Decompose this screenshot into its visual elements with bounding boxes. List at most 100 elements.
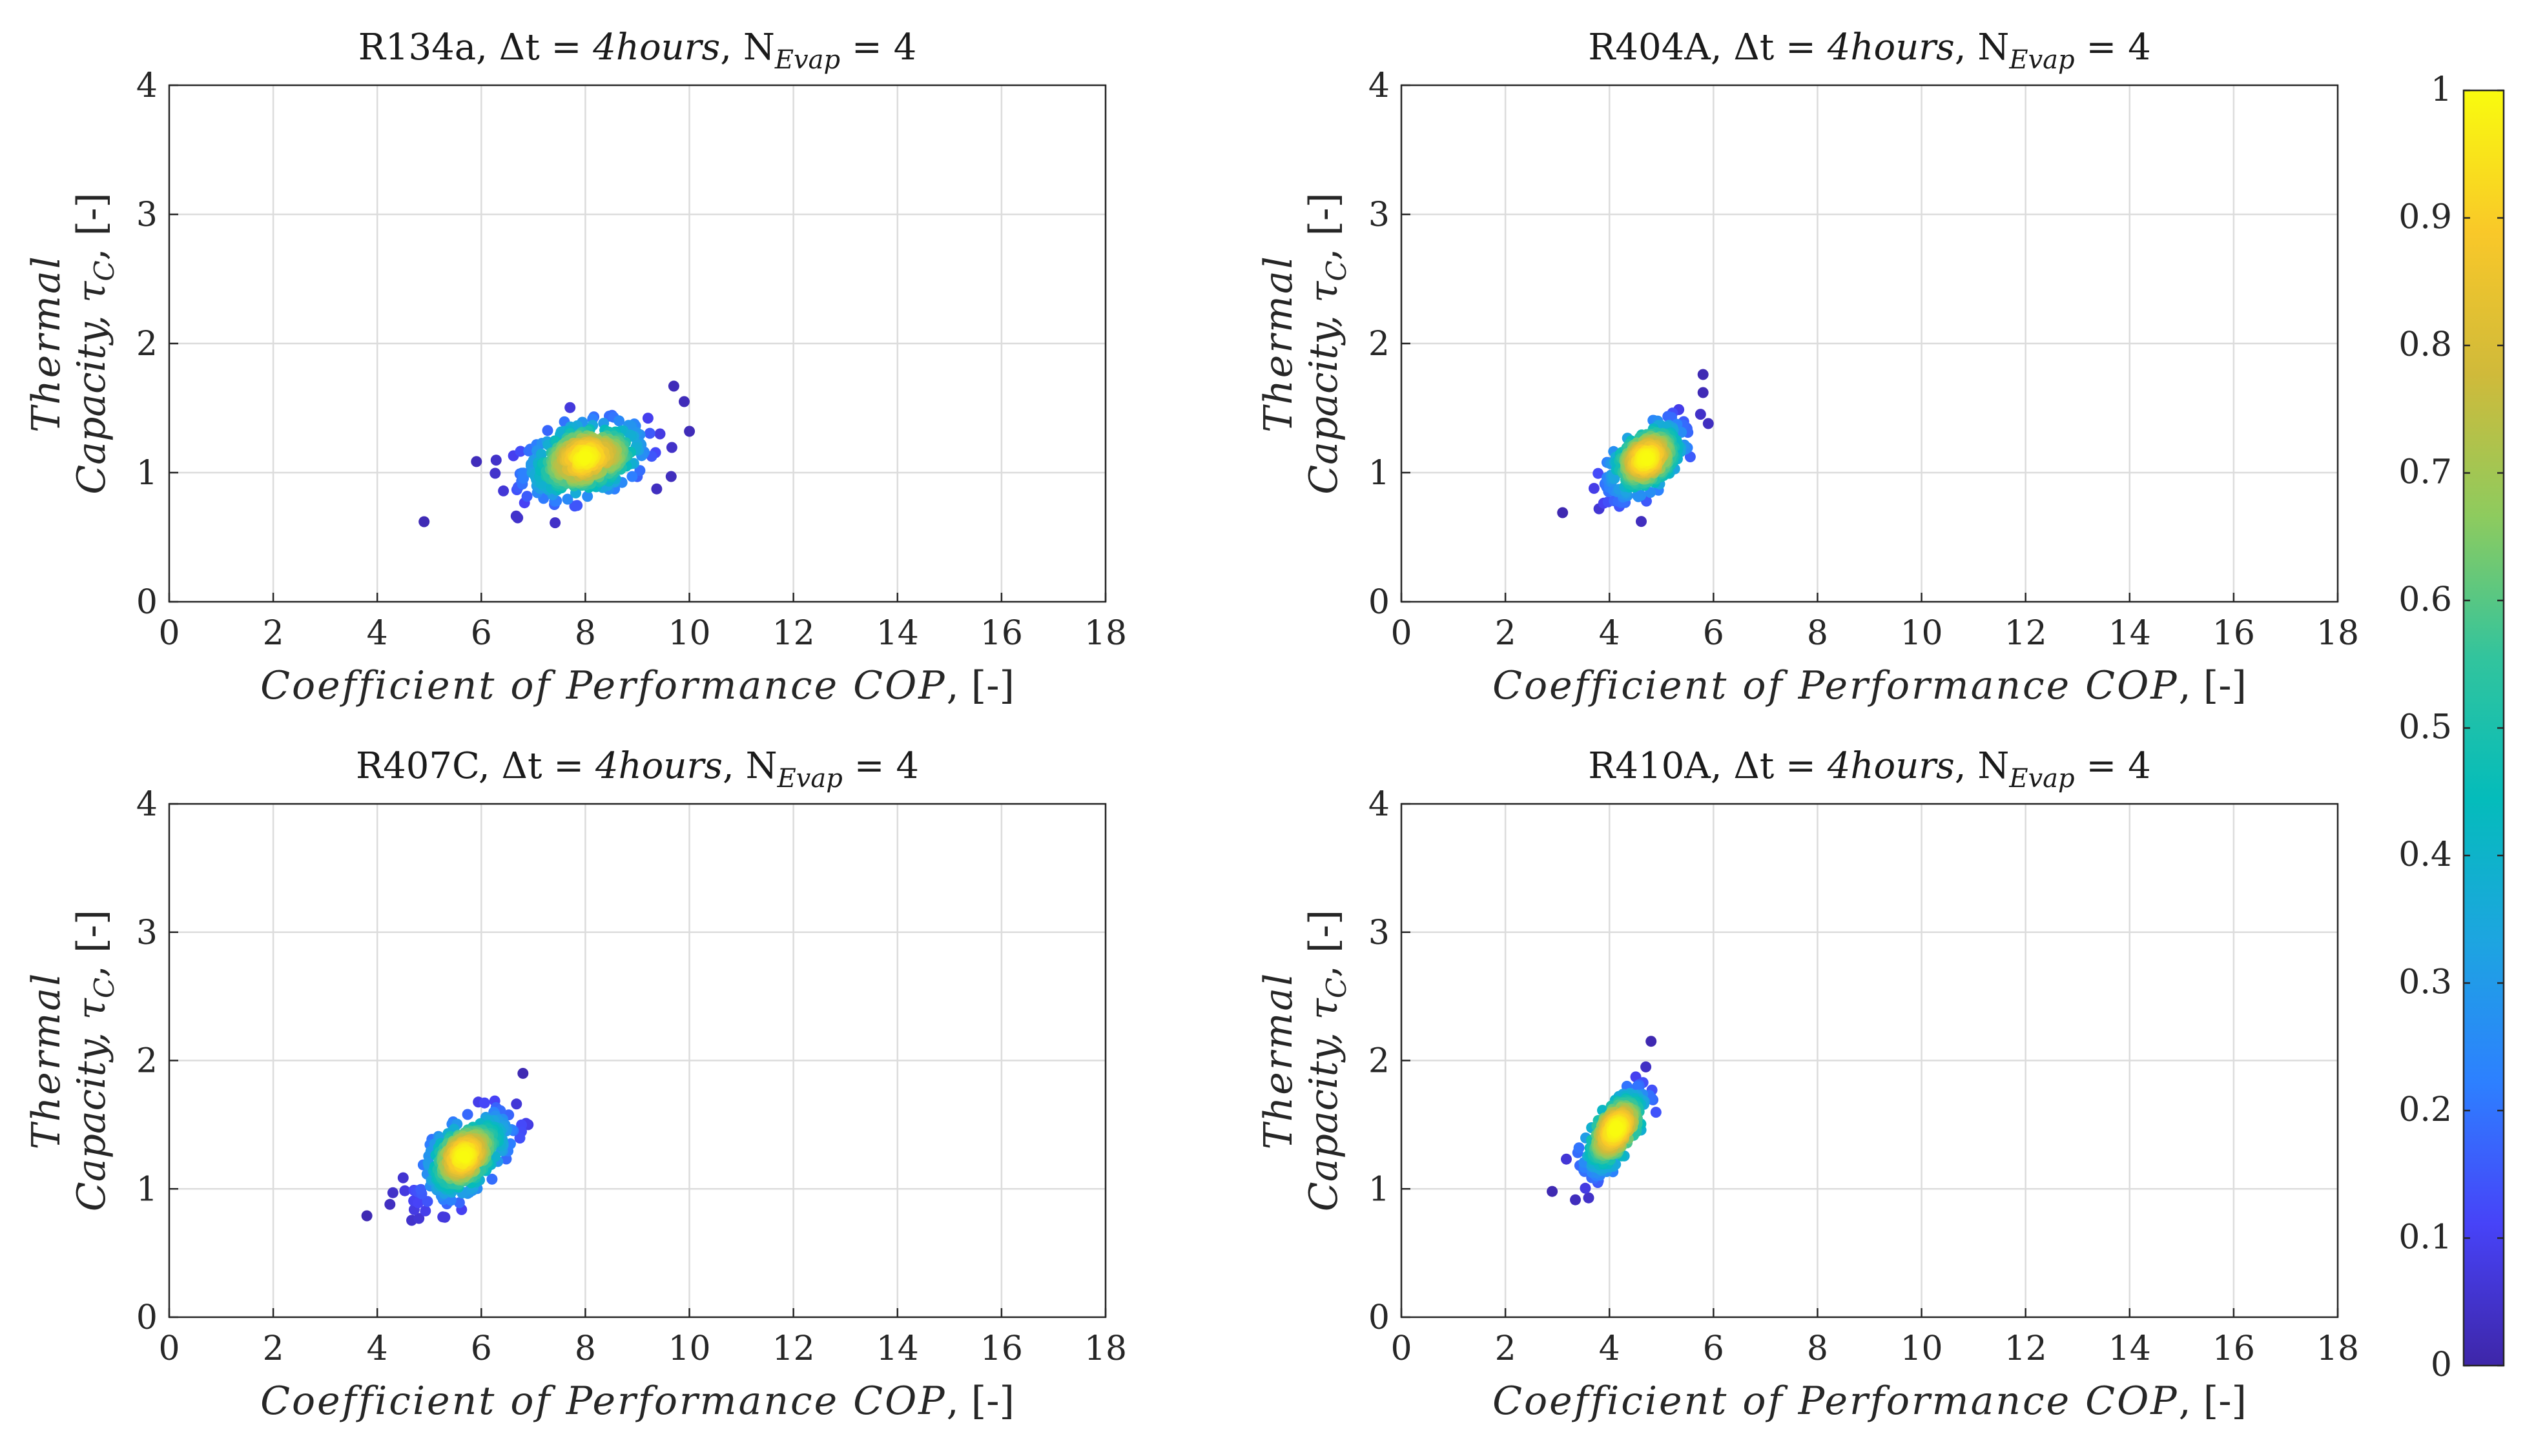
x-tick-label: 0 <box>1390 614 1412 653</box>
scatter-points <box>1557 369 1714 528</box>
colorbar: 0 0.1 0.2 0.3 0.4 0.5 0.6 0.7 0.8 0.9 1 <box>2398 70 2505 1384</box>
colorbar-tick-label: 0.6 <box>2398 580 2452 619</box>
colorbar-tick-label: 0.3 <box>2398 963 2452 1002</box>
x-tick-label: 8 <box>1807 614 1828 653</box>
data-point <box>572 500 583 511</box>
x-tick-label: 4 <box>367 1329 388 1368</box>
data-point <box>679 396 690 407</box>
chart-title: R407C, Δt = 4hours, NEvap = 4 <box>356 745 919 794</box>
y-tick-label: 3 <box>136 914 158 952</box>
y-tick-label: 0 <box>136 583 158 622</box>
data-point <box>613 415 625 427</box>
y-tick-label: 2 <box>136 325 158 364</box>
data-point <box>1632 490 1644 502</box>
data-point <box>415 1184 427 1195</box>
colorbar-tick-label: 0.2 <box>2398 1091 2452 1129</box>
x-tick-label: 2 <box>1495 614 1516 653</box>
data-point <box>399 1185 411 1196</box>
x-tick-label: 18 <box>2316 1329 2359 1368</box>
x-tick-label: 4 <box>1599 614 1620 653</box>
data-point <box>387 1187 398 1198</box>
data-point <box>1702 418 1714 429</box>
data-point <box>490 455 502 466</box>
y-tick-label: 3 <box>136 196 158 234</box>
x-tick-label: 14 <box>876 1329 919 1368</box>
x-tick-label: 6 <box>471 1329 492 1368</box>
data-point <box>486 1173 498 1185</box>
data-point <box>642 413 654 424</box>
colorbar-tick-label: 0.5 <box>2398 708 2452 747</box>
x-tick-label: 16 <box>2212 614 2255 653</box>
data-point <box>490 467 501 479</box>
data-point <box>542 425 553 436</box>
data-point <box>634 465 646 477</box>
x-tick-label: 8 <box>575 1329 596 1368</box>
x-tick-label: 16 <box>980 1329 1023 1368</box>
colorbar-tick-label: 0 <box>2431 1346 2452 1384</box>
x-axis-label: Coefficient of Performance COP, [-] <box>260 663 1015 708</box>
x-tick-label: 0 <box>158 614 180 653</box>
scatter-points <box>361 1067 534 1226</box>
data-point <box>462 1109 473 1120</box>
data-point <box>1557 507 1569 518</box>
y-tick-label: 4 <box>136 785 158 824</box>
data-point <box>1561 1153 1572 1165</box>
data-point <box>644 427 655 439</box>
scatter-points <box>418 380 696 529</box>
data-point <box>562 493 573 505</box>
y-axis-label-line2: Capacity, τC, [-] <box>1301 910 1352 1211</box>
x-tick-label: 12 <box>2005 614 2047 653</box>
data-point <box>1547 1185 1558 1197</box>
y-tick-label: 4 <box>136 67 158 105</box>
data-point <box>684 426 696 437</box>
y-axis-label-line2: Capacity, τC, [-] <box>1301 192 1352 494</box>
x-tick-label: 4 <box>1599 1329 1620 1368</box>
colorbar-tick-label: 1 <box>2431 70 2452 109</box>
data-point <box>459 1151 470 1163</box>
y-tick-label: 2 <box>136 1042 158 1081</box>
data-point <box>654 428 666 440</box>
data-point <box>1573 1142 1585 1154</box>
data-point <box>518 467 530 479</box>
y-axis-label-line1: Thermal <box>24 254 69 433</box>
x-tick-label: 16 <box>980 614 1023 653</box>
colorbar-tick-label: 0.8 <box>2398 325 2452 364</box>
x-tick-label: 2 <box>263 614 284 653</box>
x-tick-label: 12 <box>772 614 815 653</box>
data-point <box>1570 1194 1581 1205</box>
data-point <box>1695 409 1706 420</box>
y-tick-label: 1 <box>1368 1170 1390 1209</box>
y-tick-label: 1 <box>1368 454 1390 493</box>
data-point <box>666 442 677 453</box>
chart-title: R404A, Δt = 4hours, NEvap = 4 <box>1588 26 2151 75</box>
data-point <box>651 483 663 495</box>
data-point <box>397 1172 409 1184</box>
data-point <box>535 448 547 460</box>
y-tick-label: 4 <box>1368 67 1390 105</box>
x-tick-label: 18 <box>1084 1329 1127 1368</box>
x-tick-label: 14 <box>2108 614 2151 653</box>
data-point <box>579 451 590 463</box>
x-tick-label: 10 <box>1900 614 1943 653</box>
data-point <box>453 1197 465 1209</box>
data-point <box>582 491 593 502</box>
x-tick-label: 6 <box>471 614 492 653</box>
data-point <box>1641 452 1653 464</box>
data-point <box>1640 1061 1652 1072</box>
data-point <box>384 1198 396 1210</box>
data-point <box>1609 473 1620 484</box>
x-tick-label: 2 <box>263 1329 284 1368</box>
data-point <box>1583 1192 1594 1204</box>
x-axis-label: Coefficient of Performance COP, [-] <box>1492 1379 2247 1424</box>
y-tick-label: 0 <box>136 1298 158 1337</box>
x-tick-label: 8 <box>575 614 596 653</box>
data-point <box>665 471 677 482</box>
x-tick-label: 14 <box>2108 1329 2151 1368</box>
data-point <box>1580 1182 1591 1194</box>
data-point <box>668 380 679 392</box>
x-tick-label: 10 <box>668 614 710 653</box>
